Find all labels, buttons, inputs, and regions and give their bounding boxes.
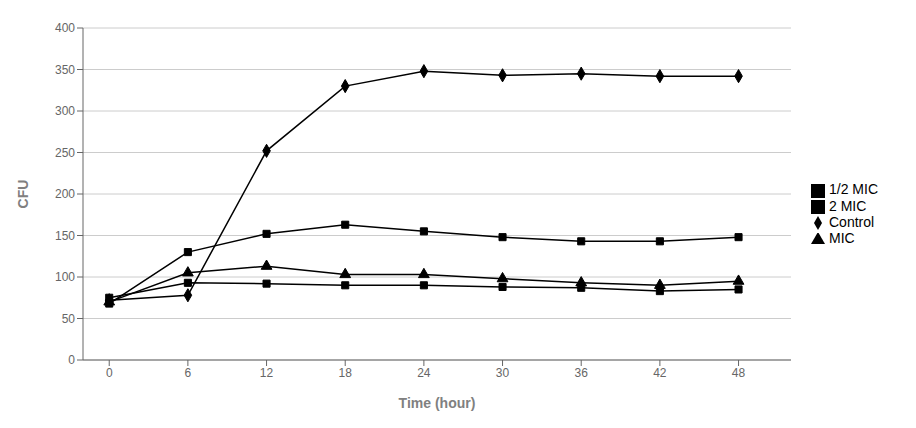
- svg-text:CFU: CFU: [15, 180, 31, 209]
- svg-text:250: 250: [55, 146, 75, 160]
- svg-text:12: 12: [260, 366, 274, 380]
- svg-text:0: 0: [68, 353, 75, 367]
- svg-text:300: 300: [55, 104, 75, 118]
- svg-text:50: 50: [62, 312, 76, 326]
- html-text:MIC: MIC: [829, 230, 855, 247]
- svg-text:0: 0: [106, 366, 113, 380]
- svg-text:30: 30: [496, 366, 510, 380]
- svg-text:48: 48: [732, 366, 746, 380]
- svg-text:350: 350: [55, 63, 75, 77]
- svg-text:24: 24: [417, 366, 431, 380]
- svg-text:36: 36: [575, 366, 589, 380]
- svg-text:200: 200: [55, 187, 75, 201]
- svg-text:400: 400: [55, 21, 75, 35]
- html-text:1/2 MIC: 1/2 MIC: [829, 181, 878, 198]
- svg-text:18: 18: [339, 366, 353, 380]
- svg-text:6: 6: [185, 366, 192, 380]
- svg-text:Time (hour): Time (hour): [399, 395, 476, 411]
- svg-text:100: 100: [55, 270, 75, 284]
- svg-text:150: 150: [55, 229, 75, 243]
- svg-text:42: 42: [653, 366, 667, 380]
- html-text:2 MIC: 2 MIC: [829, 197, 867, 214]
- html-text:Control: Control: [829, 214, 875, 230]
